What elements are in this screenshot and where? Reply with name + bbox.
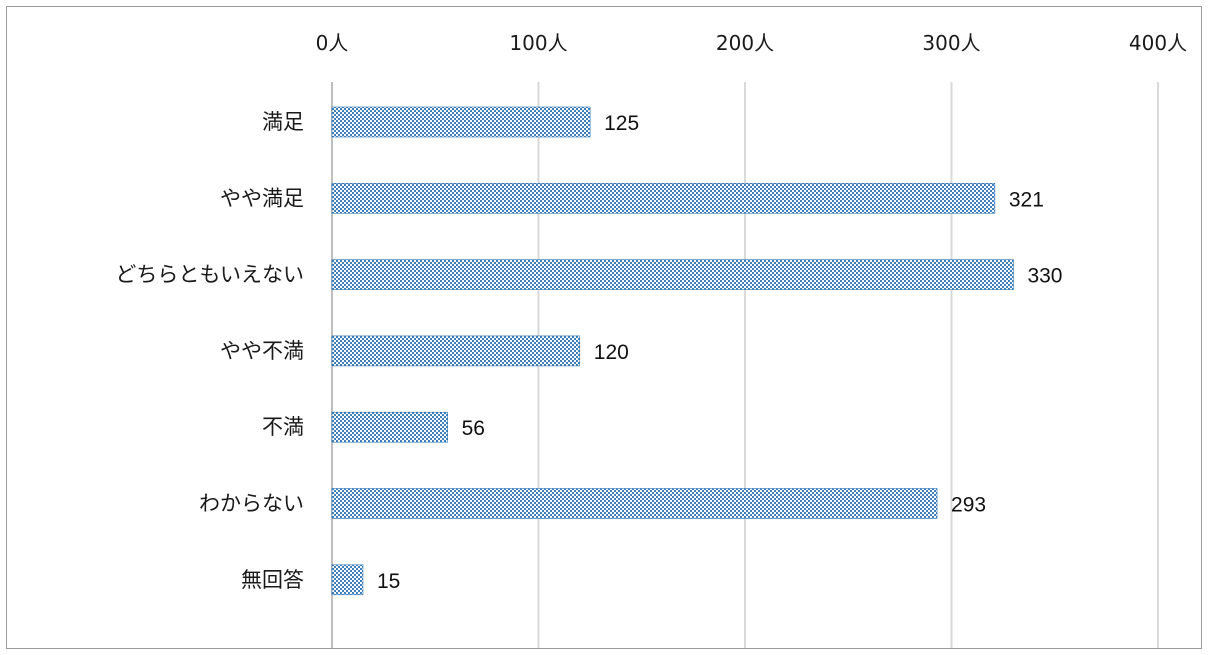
- data-label: 293: [951, 494, 986, 517]
- category-label: わからない: [199, 492, 304, 516]
- x-tick-label: 400人: [1129, 31, 1187, 55]
- bar: [331, 183, 996, 214]
- category-label: 無回答: [241, 568, 304, 592]
- data-label: 56: [462, 417, 485, 440]
- category-label: やや不満: [220, 339, 304, 363]
- category-label: 不満: [262, 415, 304, 439]
- x-tick-label: 0人: [316, 31, 349, 55]
- category-label: 満足: [262, 110, 304, 134]
- data-labels: 125 321 330 120 56 293 15: [377, 112, 1063, 593]
- bar: [331, 564, 364, 596]
- x-tick-label: 300人: [922, 31, 980, 55]
- bar: [331, 106, 591, 138]
- category-label: どちらともいえない: [115, 263, 304, 287]
- bar: [331, 259, 1014, 290]
- data-label: 321: [1009, 188, 1044, 211]
- x-tick-label: 200人: [716, 31, 774, 55]
- chart-frame: [6, 6, 1202, 649]
- x-tick-label: 100人: [509, 31, 567, 55]
- data-label: 120: [594, 341, 629, 364]
- bar: [331, 335, 581, 367]
- bars: [331, 106, 1014, 596]
- bar: [331, 411, 448, 443]
- bar: [331, 488, 938, 519]
- data-label: 330: [1027, 265, 1062, 288]
- data-label: 15: [377, 570, 400, 593]
- data-label: 125: [604, 112, 639, 135]
- category-label: やや満足: [220, 186, 304, 210]
- x-axis-ticks: 0人 100人 200人 300人 400人: [316, 31, 1187, 55]
